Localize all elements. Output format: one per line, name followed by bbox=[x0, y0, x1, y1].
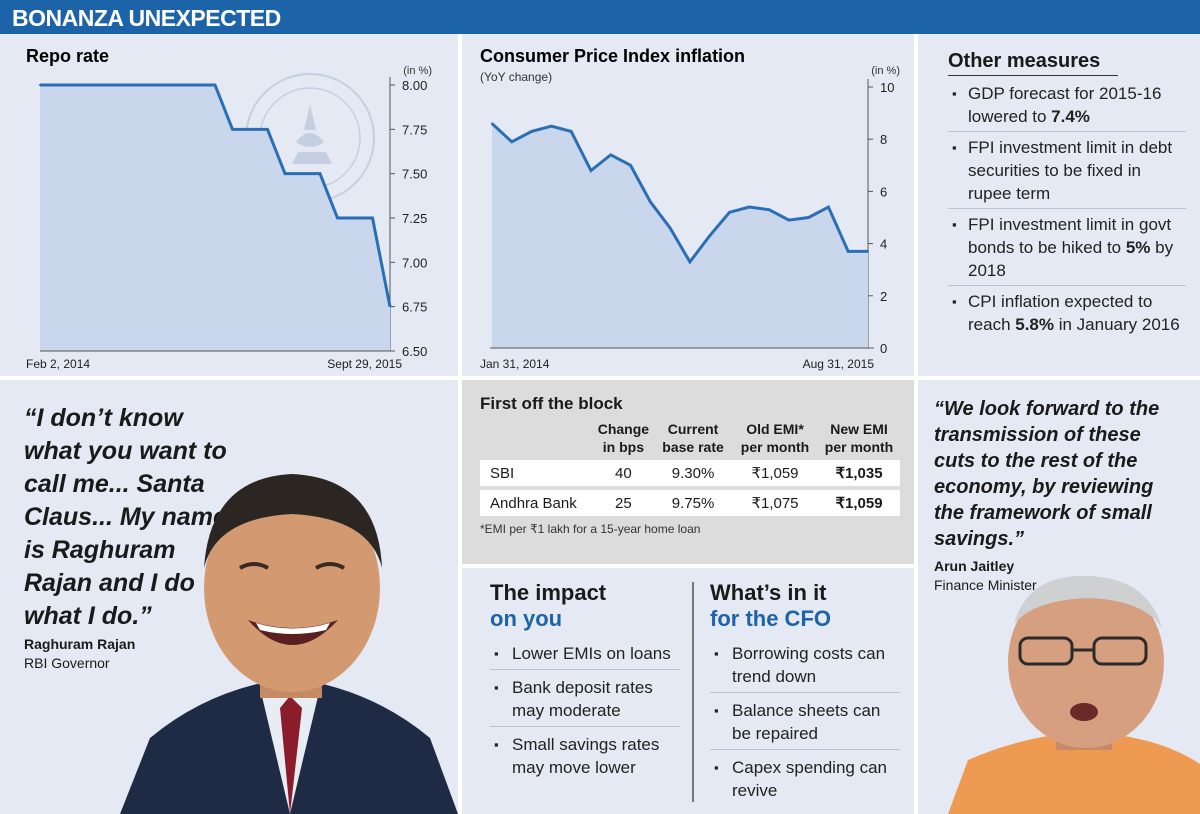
banner: BONANZA UNEXPECTED bbox=[0, 0, 1200, 34]
cpi-line bbox=[490, 122, 868, 265]
table-row: SBI 40 9.30% ₹1,059 ₹1,035 bbox=[480, 460, 900, 486]
y-tick-label: 7.00 bbox=[402, 255, 427, 270]
rajan-quote: “I don’t know what you want to call me..… bbox=[24, 404, 227, 630]
emi-header-change: Change in bps bbox=[597, 421, 650, 455]
y-tick-label: 6 bbox=[880, 184, 887, 199]
cpi-chart-unit: (in %) bbox=[871, 65, 900, 77]
jaitley-panel: “We look forward to the transmission of … bbox=[918, 380, 1200, 814]
rajan-name: Raghuram Rajan bbox=[24, 636, 136, 652]
table-cell: 40 bbox=[592, 460, 655, 486]
y-tick-label: 4 bbox=[880, 237, 887, 252]
table-cell: ₹1,075 bbox=[731, 490, 819, 516]
emi-header-new-emi: New EMI per month bbox=[824, 421, 894, 455]
other-measures-title: Other measures bbox=[948, 50, 1118, 76]
list-item: FPI investment limit in debt securities … bbox=[948, 136, 1186, 209]
cpi-x-end-label: Aug 31, 2015 bbox=[803, 357, 875, 371]
emi-header-bank bbox=[480, 420, 593, 456]
y-tick-label: 8.00 bbox=[402, 78, 427, 93]
jaitley-quote: “We look forward to the transmission of … bbox=[934, 398, 1160, 550]
cfo-list: Borrowing costs can trend down Balance sh… bbox=[710, 642, 900, 806]
table-cell: 9.30% bbox=[654, 460, 732, 486]
y-tick-label: 8 bbox=[880, 132, 887, 147]
y-tick-label: 10 bbox=[880, 80, 894, 95]
repo-rate-panel: Repo rate (in %) 8.00 7.75 7.50 7.25 7.00 6.7… bbox=[0, 34, 458, 376]
emi-header-base-rate: Current base rate bbox=[662, 421, 724, 455]
y-tick-label: 6.50 bbox=[402, 344, 427, 359]
emi-footnote: *EMI per ₹1 lakh for a 15-year home loan bbox=[480, 522, 701, 536]
y-tick-label: 7.50 bbox=[402, 167, 427, 182]
rajan-role: RBI Governor bbox=[24, 655, 110, 671]
impact-divider bbox=[692, 582, 694, 802]
y-tick-label: 0 bbox=[880, 341, 887, 356]
cfo-section: What’s in it for the CFO Borrowing costs… bbox=[710, 580, 900, 812]
list-item: CPI inflation expected to reach 5.8% in … bbox=[948, 290, 1186, 339]
table-cell: 9.75% bbox=[654, 490, 732, 516]
measure-text: in January 2016 bbox=[1054, 315, 1180, 334]
other-measures-list: GDP forecast for 2015-16 lowered to 7.4%… bbox=[948, 82, 1186, 339]
first-off-block-panel: First off the block Change in bps Curren… bbox=[462, 380, 914, 564]
cfo-title-line1: What’s in it bbox=[710, 580, 827, 605]
repo-area bbox=[40, 85, 390, 351]
measure-highlight: 7.4% bbox=[1051, 107, 1090, 126]
emi-table-header: Change in bps Current base rate Old EMI*… bbox=[480, 420, 900, 456]
measure-text: CPI inflation expected to reach bbox=[968, 292, 1153, 334]
y-tick-label: 7.25 bbox=[402, 211, 427, 226]
table-cell: ₹1,035 bbox=[818, 460, 900, 486]
table-cell: SBI bbox=[480, 460, 593, 486]
list-item: Bank deposit rates may moderate bbox=[490, 676, 680, 727]
y-tick-label: 2 bbox=[880, 289, 887, 304]
cpi-chart: Consumer Price Index inflation (YoY chan… bbox=[480, 46, 900, 371]
list-item: Borrowing costs can trend down bbox=[710, 642, 900, 693]
list-item: Small savings rates may move lower bbox=[490, 733, 680, 783]
first-off-block-title: First off the block bbox=[480, 394, 623, 413]
measure-text: by 2018 bbox=[968, 238, 1174, 280]
repo-chart-unit: (in %) bbox=[403, 65, 432, 77]
list-item: Capex spending can revive bbox=[710, 756, 900, 806]
table-cell: ₹1,059 bbox=[731, 460, 819, 486]
rajan-photo-icon bbox=[120, 474, 458, 814]
repo-rate-chart: Repo rate (in %) 8.00 7.75 7.50 7.25 7.00 6.7… bbox=[26, 46, 432, 371]
table-cell: 25 bbox=[592, 490, 655, 516]
table-row: Andhra Bank 25 9.75% ₹1,075 ₹1,059 bbox=[480, 490, 900, 516]
emi-table: Change in bps Current base rate Old EMI*… bbox=[480, 416, 900, 520]
cpi-area bbox=[492, 123, 868, 348]
table-cell: ₹1,059 bbox=[818, 490, 900, 516]
repo-x-end-label: Sept 29, 2015 bbox=[327, 357, 402, 371]
impact-section: The impact on you Lower EMIs on loans Ban… bbox=[490, 580, 680, 789]
impact-title-line2: on you bbox=[490, 606, 563, 631]
cpi-chart-title: Consumer Price Index inflation bbox=[480, 46, 745, 66]
jaitley-name: Arun Jaitley bbox=[934, 558, 1015, 574]
other-measures-panel: Other measures GDP forecast for 2015-16 … bbox=[918, 34, 1200, 376]
measure-text: GDP forecast for 2015-16 lowered to bbox=[968, 84, 1162, 126]
rajan-panel: “I don’t know what you want to call me..… bbox=[0, 380, 458, 814]
cfo-title-line2: for the CFO bbox=[710, 606, 831, 631]
impact-panel: The impact on you Lower EMIs on loans Ban… bbox=[462, 568, 914, 814]
list-item: FPI investment limit in govt bonds to be… bbox=[948, 213, 1186, 286]
table-cell: Andhra Bank bbox=[480, 490, 593, 516]
measure-text: FPI investment limit in debt securities … bbox=[968, 138, 1173, 203]
emi-header-old-emi: Old EMI* per month bbox=[740, 421, 810, 455]
jaitley-photo-icon bbox=[948, 575, 1200, 814]
cpi-x-start-label: Jan 31, 2014 bbox=[480, 357, 550, 371]
cpi-panel: Consumer Price Index inflation (YoY chan… bbox=[462, 34, 914, 376]
y-tick-label: 7.75 bbox=[402, 122, 427, 137]
impact-list: Lower EMIs on loans Bank deposit rates ma… bbox=[490, 642, 680, 783]
repo-x-start-label: Feb 2, 2014 bbox=[26, 357, 90, 371]
impact-title-line1: The impact bbox=[490, 580, 607, 605]
list-item: Lower EMIs on loans bbox=[490, 642, 680, 670]
y-tick-label: 6.75 bbox=[402, 300, 427, 315]
jaitley-role: Finance Minister bbox=[934, 577, 1037, 593]
repo-chart-title: Repo rate bbox=[26, 46, 109, 66]
repo-line bbox=[40, 83, 392, 307]
measure-text: FPI investment limit in govt bonds to be… bbox=[968, 215, 1172, 257]
banner-title: BONANZA UNEXPECTED bbox=[12, 5, 281, 31]
cpi-chart-subtitle: (YoY change) bbox=[480, 70, 552, 84]
measure-highlight: 5.8% bbox=[1015, 315, 1054, 334]
list-item: Balance sheets can be repaired bbox=[710, 699, 900, 750]
measure-highlight: 5% bbox=[1125, 238, 1151, 257]
list-item: GDP forecast for 2015-16 lowered to 7.4% bbox=[948, 82, 1186, 132]
